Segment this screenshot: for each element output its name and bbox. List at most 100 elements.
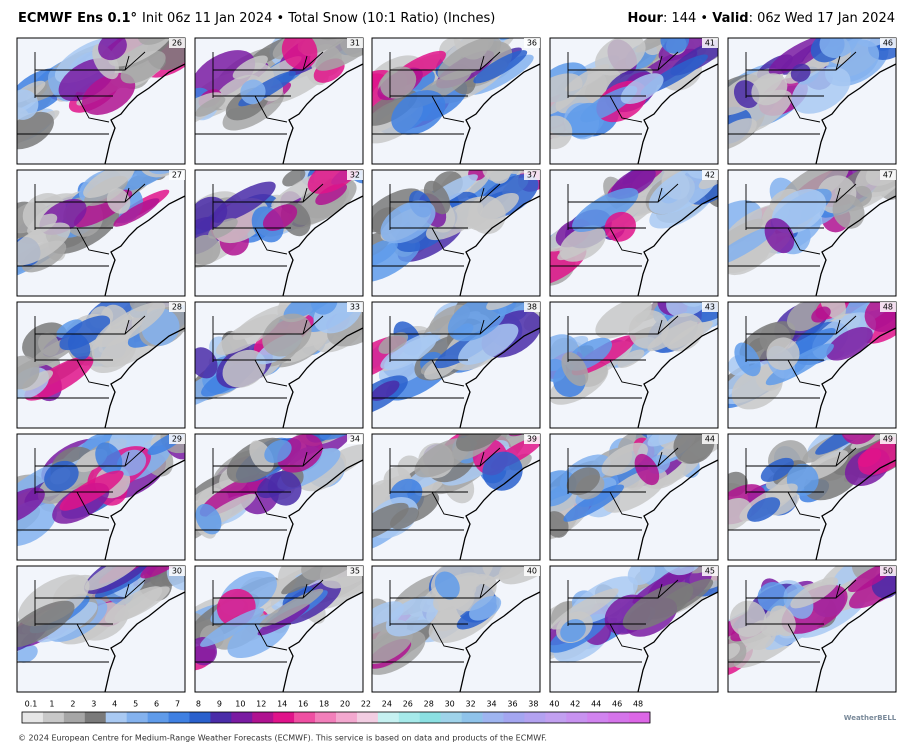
snow-area xyxy=(281,38,318,70)
snow-area xyxy=(482,451,523,491)
panel-frame xyxy=(16,169,186,297)
snow-area xyxy=(572,187,639,232)
snow-area xyxy=(781,584,848,634)
member-bg xyxy=(169,434,185,444)
snow-area xyxy=(315,38,363,71)
snow-area xyxy=(604,211,636,242)
map-layer xyxy=(195,170,363,296)
member-label: 45 xyxy=(705,567,715,576)
model: ECMWF Ens 0.1° xyxy=(18,11,137,26)
colorbar-swatch xyxy=(189,712,211,723)
map-panel: 31 xyxy=(194,37,364,165)
snow-area xyxy=(195,503,222,535)
member-bg xyxy=(347,302,363,312)
snow-area xyxy=(832,194,865,229)
colorbar-label: 46 xyxy=(612,700,622,709)
map-panel: 46 xyxy=(727,37,897,165)
panel-frame xyxy=(727,37,897,165)
colorbar-label: 5 xyxy=(133,700,138,709)
coastline xyxy=(815,591,896,692)
colorbar-swatch xyxy=(126,712,148,723)
map-layer xyxy=(372,170,540,296)
coastline xyxy=(815,459,896,560)
coastline xyxy=(104,63,185,164)
panel-frame xyxy=(549,37,719,165)
snow-area xyxy=(790,63,811,82)
snow-area xyxy=(747,497,781,522)
member-bg xyxy=(702,302,718,312)
snow-area xyxy=(634,453,660,486)
state-borders xyxy=(17,183,146,267)
panel-frame xyxy=(371,565,541,693)
panel-frame xyxy=(371,169,541,297)
member-label: 28 xyxy=(172,303,182,312)
member-label: 26 xyxy=(172,39,182,48)
coastline xyxy=(815,195,896,296)
state-borders xyxy=(17,51,146,135)
snow-area xyxy=(769,605,796,637)
snow-area xyxy=(372,628,413,665)
snow-area xyxy=(559,225,606,262)
map-panel: 34 xyxy=(194,433,364,561)
state-borders xyxy=(17,579,146,663)
member-bg xyxy=(524,170,540,180)
snow-area xyxy=(81,72,136,115)
snow-area xyxy=(434,571,460,600)
coastline xyxy=(637,459,718,560)
member-label: 31 xyxy=(350,39,360,48)
header-right: Hour: 144 • Valid: 06z Wed 17 Jan 2024 xyxy=(627,11,895,26)
coastline xyxy=(637,591,718,692)
state-borders xyxy=(17,447,146,531)
colorbar-label: 30 xyxy=(445,700,455,709)
snow-area xyxy=(489,170,511,184)
member-label: 49 xyxy=(883,435,893,444)
snow-area xyxy=(473,50,528,84)
snow-area xyxy=(811,306,831,323)
snow-area xyxy=(94,302,166,348)
snow-area xyxy=(728,643,741,660)
coastline xyxy=(104,591,185,692)
snow-area xyxy=(594,38,646,76)
snow-area xyxy=(106,188,131,214)
panel-frame xyxy=(727,433,897,561)
colorbar-label: 10 xyxy=(235,700,245,709)
snow-area xyxy=(456,434,509,452)
snow-area xyxy=(512,0,566,37)
colorbar-label: 44 xyxy=(591,700,601,709)
colorbar-swatch xyxy=(461,712,483,723)
snow-area xyxy=(315,183,348,205)
snow-area xyxy=(59,315,111,351)
snow-area xyxy=(468,595,502,621)
state-borders xyxy=(372,447,501,531)
state-borders xyxy=(372,579,501,663)
panel-frame xyxy=(194,433,364,561)
snow-area xyxy=(259,588,324,628)
panel-frame xyxy=(727,565,897,693)
colorbar-swatch xyxy=(377,712,400,723)
panel-frame xyxy=(371,37,541,165)
state-borders xyxy=(195,579,324,663)
snow-area xyxy=(385,596,439,637)
member-bg xyxy=(347,170,363,180)
snow-area xyxy=(660,38,690,54)
map-panel: 45 xyxy=(549,565,719,693)
snow-area xyxy=(222,349,266,388)
colorbar-swatch xyxy=(231,712,253,723)
panel-frame xyxy=(549,433,719,561)
colorbar-label: 7 xyxy=(175,700,180,709)
snow-area xyxy=(458,323,519,365)
member-label: 34 xyxy=(350,435,360,444)
snow-area xyxy=(108,38,175,67)
snow-area xyxy=(764,218,795,254)
colorbar-label: 36 xyxy=(507,700,517,709)
snow-area xyxy=(116,449,147,476)
header-left: ECMWF Ens 0.1° Init 06z 11 Jan 2024 • Tot… xyxy=(18,11,495,26)
snow-area xyxy=(826,326,873,361)
member-label: 27 xyxy=(172,171,182,180)
state-borders xyxy=(728,51,857,135)
snow-area xyxy=(372,239,398,267)
colorbar-label: 12 xyxy=(256,700,266,709)
snow-area xyxy=(751,73,788,106)
colorbar-swatch xyxy=(356,712,379,723)
map-layer xyxy=(372,434,540,560)
